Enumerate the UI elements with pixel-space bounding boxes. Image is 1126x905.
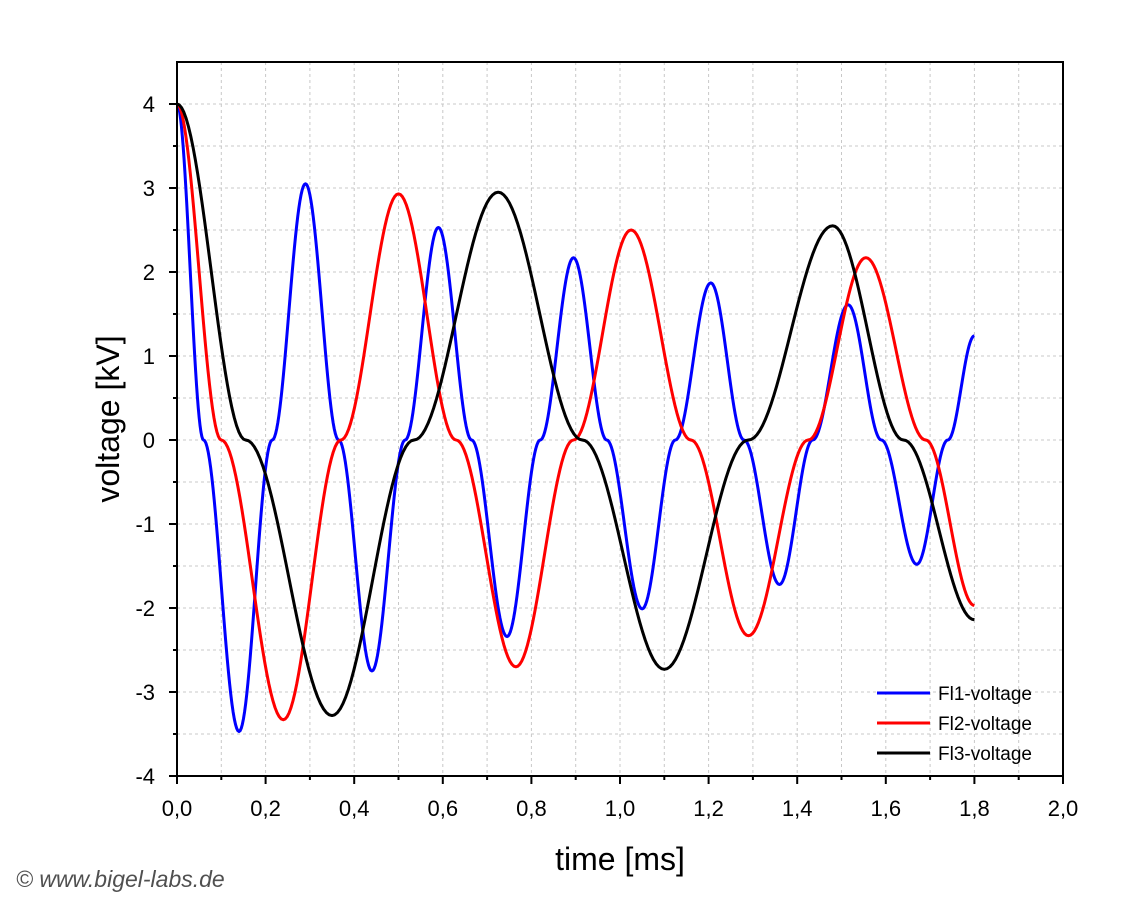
y-tick-label: 1 (143, 344, 155, 369)
y-tick-label: 0 (143, 428, 155, 453)
y-axis-title: voltage [kV] (90, 335, 126, 502)
x-tick-label: 1,2 (693, 796, 724, 821)
plot-area (175, 102, 976, 733)
x-tick-label: 1,6 (871, 796, 902, 821)
y-axis-tick-labels: -4 -3 -2 -1 0 1 2 3 4 (135, 92, 155, 789)
legend-label: Fl2-voltage (938, 714, 1032, 735)
x-axis-title: time [ms] (555, 841, 685, 877)
legend: Fl1-voltage Fl2-voltage Fl3-voltage (877, 684, 1032, 765)
legend-label: Fl1-voltage (938, 684, 1032, 705)
copyright-text: © www.bigel-labs.de (16, 866, 225, 892)
x-tick-label: 1,8 (959, 796, 990, 821)
grid (177, 62, 1063, 776)
x-axis-tick-labels: 0,0 0,2 0,4 0,6 0,8 1,0 1,2 1,4 1,6 1,8 2,0 (162, 796, 1079, 821)
series-line-1 (175, 102, 976, 733)
y-tick-label: 4 (143, 92, 155, 117)
y-tick-label: 2 (143, 260, 155, 285)
legend-label: Fl3-voltage (938, 744, 1032, 765)
y-tick-label: -2 (135, 596, 155, 621)
series-line-3 (176, 102, 975, 718)
x-tick-label: 0,4 (339, 796, 370, 821)
y-tick-label: -4 (135, 764, 155, 789)
axis-ticks (169, 103, 1064, 784)
x-tick-label: 0,8 (516, 796, 547, 821)
x-tick-label: 0,2 (250, 796, 281, 821)
x-tick-label: 1,0 (605, 796, 636, 821)
x-tick-label: 1,4 (782, 796, 813, 821)
y-tick-label: -3 (135, 680, 155, 705)
x-tick-label: 0,0 (162, 796, 193, 821)
x-tick-label: 0,6 (428, 796, 459, 821)
y-tick-label: 3 (143, 176, 155, 201)
y-tick-label: -1 (135, 512, 155, 537)
x-tick-label: 2,0 (1048, 796, 1079, 821)
